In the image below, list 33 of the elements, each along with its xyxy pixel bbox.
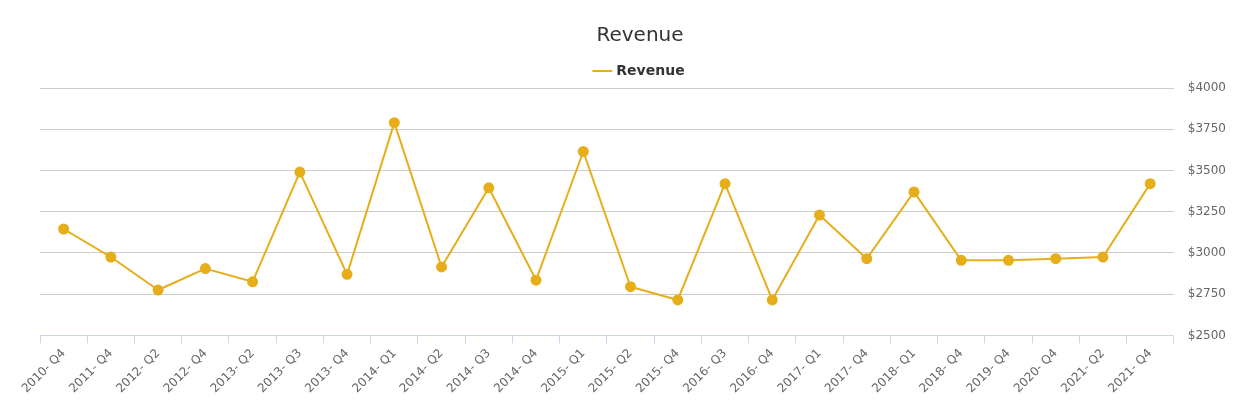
point xyxy=(530,274,542,286)
point xyxy=(625,281,637,293)
point xyxy=(955,254,967,266)
point xyxy=(388,117,400,129)
point xyxy=(105,251,117,263)
y-tick-label: $2500 xyxy=(1187,327,1227,342)
point xyxy=(1144,178,1156,190)
y-tick-label: $3500 xyxy=(1187,162,1227,177)
y-tick-label: $4000 xyxy=(1187,80,1227,95)
y-tick-label: $3000 xyxy=(1187,245,1227,260)
point xyxy=(1097,251,1109,263)
point xyxy=(58,223,70,235)
point xyxy=(861,253,873,265)
y-tick-label: $3250 xyxy=(1187,203,1227,218)
point xyxy=(247,276,259,288)
point xyxy=(908,186,920,198)
point xyxy=(1050,253,1062,265)
point xyxy=(766,294,778,306)
point xyxy=(1002,254,1014,266)
point xyxy=(199,263,211,275)
chart-title: Revenue xyxy=(596,22,684,47)
point xyxy=(672,294,684,306)
point xyxy=(341,268,353,280)
point xyxy=(294,166,306,178)
y-tick-label: $2750 xyxy=(1187,286,1227,301)
point xyxy=(483,182,495,194)
point xyxy=(814,209,826,221)
point xyxy=(719,178,731,190)
point xyxy=(152,284,164,296)
point xyxy=(577,146,589,157)
point xyxy=(436,261,448,273)
y-tick-label: $3750 xyxy=(1187,121,1227,136)
legend-label: Revenue xyxy=(616,61,685,78)
